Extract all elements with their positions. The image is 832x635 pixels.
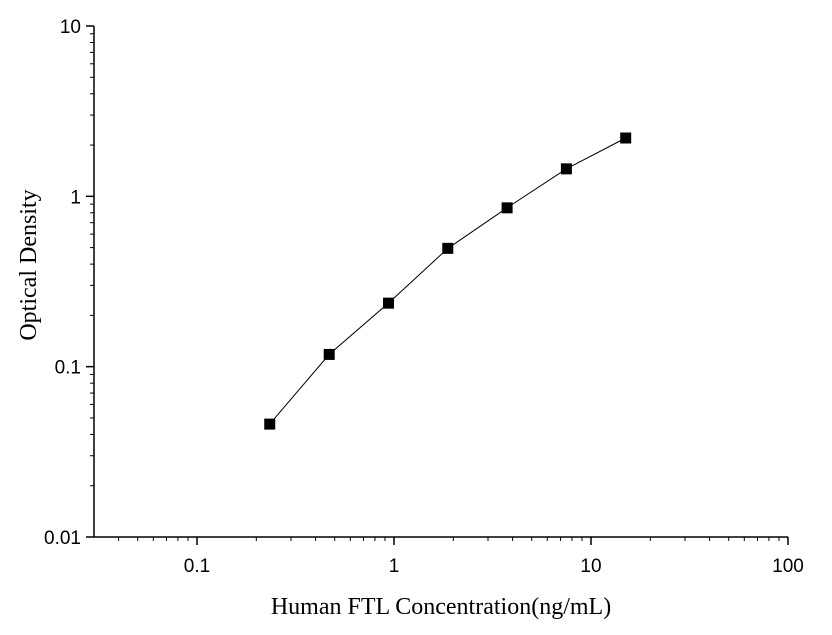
data-point — [620, 132, 632, 144]
series-line — [269, 137, 626, 425]
y-tick-label: 1 — [70, 187, 81, 208]
data-point — [501, 202, 513, 214]
data-point — [383, 297, 395, 309]
x-axis-title: Human FTL Concentration(ng/mL) — [271, 594, 611, 620]
data-point — [560, 163, 572, 175]
y-axis-title: Optical Density — [16, 189, 42, 340]
data-series — [264, 132, 632, 430]
x-tick-label: 1 — [389, 556, 400, 577]
y-tick-label: 10 — [60, 17, 81, 38]
axes: 0.01 0.1 1 10 0.1 1 10 100 — [44, 17, 804, 577]
x-tick-label: 100 — [772, 556, 804, 577]
y-tick-label: 0.01 — [44, 528, 81, 549]
data-point — [442, 242, 454, 254]
x-tick-label: 0.1 — [184, 556, 210, 577]
y-tick-label: 0.1 — [55, 358, 81, 379]
data-point — [264, 418, 276, 430]
data-point — [323, 348, 335, 360]
x-tick-label: 10 — [580, 556, 601, 577]
